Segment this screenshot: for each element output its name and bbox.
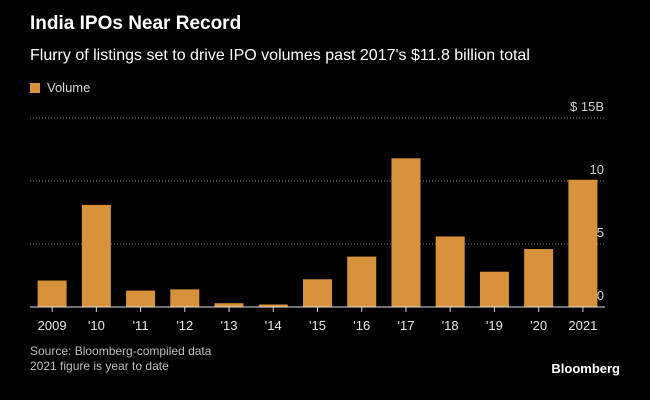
x-tick-label: 2009 [38,318,67,333]
bar [479,271,509,307]
bar [37,280,67,307]
x-tick-label: '11 [133,318,149,333]
bloomberg-logo: Bloomberg [551,361,620,376]
chart-subtitle: Flurry of listings set to drive IPO volu… [30,47,530,64]
y-tick-label: 10 [590,162,604,177]
bar [81,204,111,307]
y-tick-label: $ 15B [570,99,604,114]
bar [347,256,377,307]
bar [435,236,465,307]
bar [303,279,332,307]
chart-title: India IPOs Near Record [30,13,242,34]
x-tick-label: '15 [309,318,326,333]
x-tick-label: '17 [397,318,414,333]
x-tick-label: '19 [486,318,503,333]
x-tick-label: '12 [176,318,193,333]
x-tick-label: '10 [88,318,105,333]
legend: Volume [30,80,90,95]
x-tick-label: '14 [265,318,282,333]
bar [391,158,421,307]
bar [568,179,598,307]
x-tick-label: 2021 [568,318,597,333]
bar [170,289,200,307]
legend-swatch-volume [30,82,40,93]
y-tick-label: 0 [597,288,604,303]
y-tick-label: 5 [597,225,604,240]
bar [258,304,288,307]
bar [524,249,554,307]
bar [126,290,156,307]
x-tick-label: '13 [221,318,238,333]
legend-label-volume: Volume [47,80,91,95]
bar [214,303,244,307]
footer-notes: Source: Bloomberg-compiled data 2021 fig… [30,344,211,374]
x-tick-label: '20 [530,318,547,333]
ytd-note: 2021 figure is year to date [30,359,169,373]
x-tick-label: '16 [353,318,370,333]
x-tick-label: '18 [442,318,459,333]
source-note: Source: Bloomberg-compiled data [30,344,212,358]
